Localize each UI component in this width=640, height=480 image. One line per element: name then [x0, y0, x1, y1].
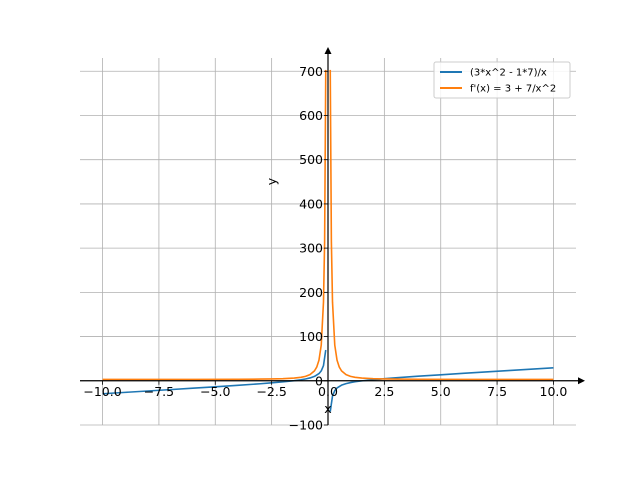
legend-entry-label: f'(x) = 3 + 7/x^2 [470, 84, 556, 95]
legend-entry-label: (3*x^2 - 1*7)/x [470, 68, 547, 79]
y-tick-label: 200 [299, 285, 323, 300]
y-tick-label: 300 [299, 241, 323, 256]
legend: (3*x^2 - 1*7)/x f'(x) = 3 + 7/x^2 [433, 61, 571, 99]
x-tick-label: −2.5 [256, 384, 286, 399]
y-tick-label: 700 [299, 64, 323, 79]
x-tick-label: 10.0 [540, 384, 568, 399]
y-tick-label: 0 [315, 373, 323, 388]
y-tick-label: 100 [299, 329, 323, 344]
y-tick-label: −100 [289, 418, 323, 433]
series-line-1-part-1 [329, 69, 554, 381]
y-axis-arrow-icon [324, 47, 332, 54]
series-line-0-part-0 [102, 349, 327, 395]
x-tick-label: 7.5 [487, 384, 507, 399]
y-tick-label: 500 [299, 152, 323, 167]
x-axis-arrow-icon [578, 377, 585, 385]
x-tick-label: 0.0 [318, 384, 338, 399]
y-tick-label: 400 [299, 196, 323, 211]
x-tick-label: −7.5 [144, 384, 174, 399]
y-ticks: −100 0 100 200 300 400 500 600 700 [289, 64, 328, 433]
series-line-0-part-1 [329, 367, 554, 412]
x-axis-label: x [324, 401, 331, 416]
y-tick-label: 600 [299, 108, 323, 123]
legend-box [433, 61, 571, 99]
x-tick-label: −5.0 [200, 384, 230, 399]
x-tick-label: −10.0 [83, 384, 121, 399]
x-tick-label: 2.5 [374, 384, 394, 399]
x-ticks: −10.0 −7.5 −5.0 −2.5 0.0 2.5 5.0 7.5 10.0 [83, 380, 568, 399]
series-line-1-part-0 [102, 69, 327, 381]
y-axis-label: y [264, 177, 279, 185]
x-tick-label: 5.0 [431, 384, 451, 399]
axes [80, 47, 585, 425]
plot-series [102, 69, 554, 412]
